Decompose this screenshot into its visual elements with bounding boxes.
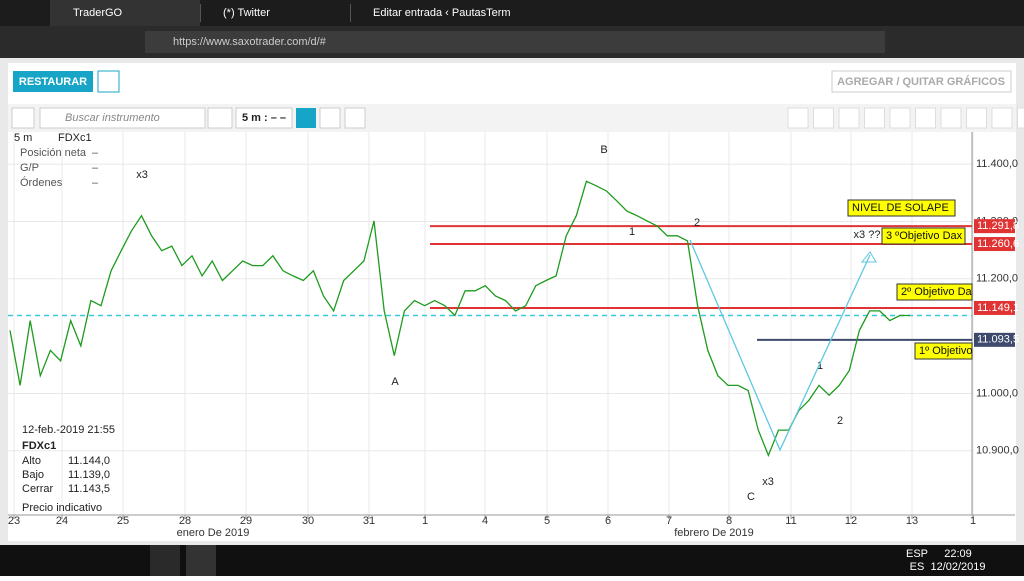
info-interval: 5 m	[14, 132, 32, 144]
x-tick-label: 11	[785, 515, 796, 527]
note-text: 2º Objetivo Da	[901, 286, 973, 298]
x-tick-label: 28	[179, 515, 191, 527]
language: ESP	[906, 548, 928, 560]
annotation: C	[747, 491, 755, 503]
x-tick-label: 7	[666, 515, 672, 527]
taskbar-app[interactable]	[150, 545, 180, 576]
y-tick-label: 11.400,0	[976, 158, 1018, 170]
quote-label: Cerrar	[22, 483, 54, 495]
x-tick-label: 1	[970, 515, 976, 527]
y-tick-label: 10.900,0	[976, 445, 1019, 457]
add-button[interactable]	[208, 108, 232, 128]
annotation: 2	[837, 415, 843, 427]
tool-button[interactable]	[1018, 108, 1024, 128]
toggle-button[interactable]	[345, 108, 365, 128]
url: https://www.saxotrader.com/d/#	[173, 36, 327, 48]
button-label: AGREGAR / QUITAR GRÁFICOS	[837, 75, 1005, 88]
tab-title[interactable]: Editar entrada ‹ PautasTerm	[373, 7, 511, 19]
x-tick-label: 31	[363, 515, 375, 527]
tool-button[interactable]	[788, 108, 808, 128]
tool-button[interactable]	[865, 108, 885, 128]
level-label: 11.260,6	[977, 238, 1019, 250]
refresh-button[interactable]	[296, 108, 316, 128]
note-text: NIVEL DE SOLAPE	[852, 202, 949, 214]
clock-time: 22:09	[944, 548, 972, 560]
quote-instrument: FDXc1	[22, 440, 56, 452]
x-tick-label: 30	[302, 515, 314, 527]
month-label: enero De 2019	[177, 527, 250, 539]
level-label: 11.291,8	[977, 220, 1019, 232]
info-label: G/P	[20, 162, 39, 174]
x-tick-label: 25	[117, 515, 129, 527]
x-tick-label: 5	[544, 515, 550, 527]
chart-area	[8, 132, 1016, 516]
toggle-button[interactable]	[320, 108, 340, 128]
region: ES	[910, 561, 925, 573]
link-button[interactable]	[12, 108, 34, 128]
annotation: x3	[136, 169, 148, 181]
quote-value: 11.139,0	[68, 469, 110, 481]
tab-divider	[200, 4, 201, 22]
x-tick-label: 12	[845, 515, 857, 527]
tab-title: TraderGO	[73, 7, 123, 19]
info-instrument: FDXc1	[58, 132, 92, 144]
info-label: Posición neta	[20, 147, 87, 159]
annotation: 1	[629, 226, 635, 238]
interval: 5 m : – –	[242, 112, 286, 124]
search-placeholder: Buscar instrumento	[65, 112, 160, 124]
quote-value: 11.143,5	[68, 483, 110, 495]
quote-value: 11.144,0	[68, 455, 110, 467]
x-tick-label: 1	[422, 515, 428, 527]
annotation: x3 ??	[854, 229, 881, 241]
y-tick-label: 11.000,0	[976, 387, 1018, 399]
level-label: 11.149,1	[977, 302, 1019, 314]
x-tick-label: 23	[8, 515, 20, 527]
note-text: 1º Objetivo	[919, 345, 973, 357]
info-value: –	[92, 162, 99, 174]
x-tick-label: 8	[726, 515, 732, 527]
note-text: 3 ºObjetivo Dax	[886, 230, 963, 242]
popout-button[interactable]	[98, 71, 119, 92]
tool-button[interactable]	[814, 108, 834, 128]
tool-button[interactable]	[839, 108, 859, 128]
tool-button[interactable]	[941, 108, 961, 128]
annotation: x3	[762, 476, 774, 488]
info-label: Órdenes	[20, 176, 63, 189]
info-value: –	[92, 147, 99, 159]
y-tick-label: 11.200,0	[976, 273, 1018, 285]
taskbar-app[interactable]	[186, 545, 216, 576]
quote-label: Bajo	[22, 469, 44, 481]
quote-note: Precio indicativo	[22, 502, 102, 514]
tool-button[interactable]	[992, 108, 1012, 128]
info-value: –	[92, 177, 99, 189]
tab-divider	[350, 4, 351, 22]
clock-date: 12/02/2019	[930, 561, 985, 573]
tool-button[interactable]	[890, 108, 910, 128]
x-tick-label: 4	[482, 515, 488, 527]
x-tick-label: 29	[240, 515, 252, 527]
annotation: B	[600, 144, 607, 156]
button-label: RESTAURAR	[19, 76, 87, 88]
x-tick-label: 24	[56, 515, 68, 527]
month-label: febrero De 2019	[674, 527, 754, 539]
annotation: A	[391, 376, 399, 388]
level-label: 11.093,5	[977, 334, 1019, 346]
quote-datetime: 12-feb.-2019 21:55	[22, 424, 115, 436]
quote-label: Alto	[22, 455, 41, 467]
tab-title[interactable]: (*) Twitter	[223, 7, 270, 19]
tool-button[interactable]	[916, 108, 936, 128]
tool-button[interactable]	[967, 108, 987, 128]
annotation: 1	[817, 360, 823, 372]
annotation: 2	[694, 217, 700, 229]
x-tick-label: 13	[906, 515, 918, 527]
x-tick-label: 6	[605, 515, 611, 527]
